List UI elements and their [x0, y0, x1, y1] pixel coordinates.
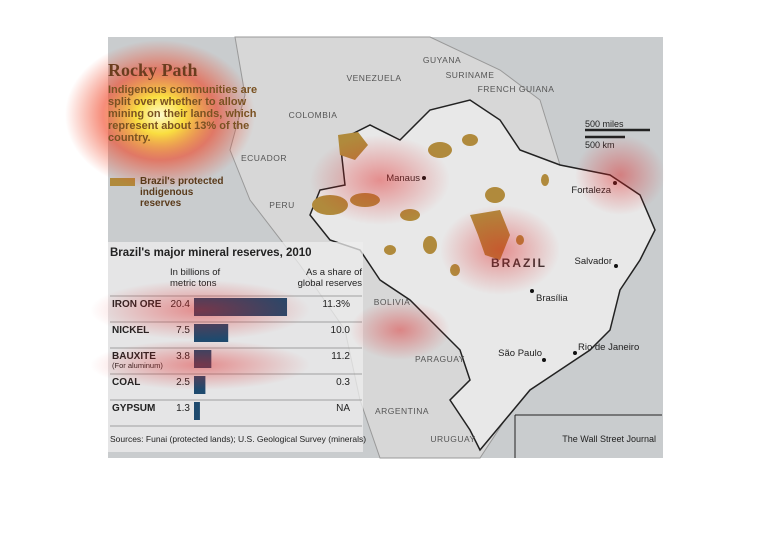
city-dot — [530, 289, 534, 293]
row-share: 10.0 — [331, 325, 351, 336]
city-label: Brasília — [536, 293, 568, 304]
city-dot — [614, 264, 618, 268]
country-label: PERU — [269, 200, 295, 210]
heat-spot — [90, 280, 310, 340]
heat-spot — [90, 340, 310, 390]
country-label: URUGUAY — [430, 434, 475, 444]
heat-spot — [350, 300, 450, 360]
country-label: ARGENTINA — [375, 406, 429, 416]
city-label: Salvador — [575, 256, 613, 267]
heat-spot — [65, 40, 255, 190]
country-label: PARAGUAY — [415, 354, 465, 364]
row-value: 1.3 — [176, 403, 190, 414]
city-dot — [573, 351, 577, 355]
country-label: ECUADOR — [241, 153, 287, 163]
source: Sources: Funai (protected lands); U.S. G… — [110, 434, 366, 444]
column-header: As a share of global reserves — [298, 267, 363, 289]
city-dot — [542, 358, 546, 362]
city-label: São Paulo — [498, 348, 542, 359]
reserve — [423, 236, 437, 254]
country-label: COLOMBIA — [289, 110, 338, 120]
credit: The Wall Street Journal — [562, 434, 656, 444]
table-title: Brazil's major mineral reserves, 2010 — [110, 247, 312, 259]
reserve — [462, 134, 478, 146]
row-name: GYPSUM — [112, 403, 155, 414]
row-share: 11.3% — [322, 299, 350, 310]
country-label: GUYANA — [423, 55, 461, 65]
row-share: NA — [336, 403, 350, 414]
reserve — [541, 174, 549, 186]
title: Rocky Path — [108, 60, 198, 80]
country-label: FRENCH GUIANA — [478, 84, 555, 94]
reserve — [485, 187, 505, 203]
scale-label: 500 miles — [585, 119, 624, 129]
heatmap — [65, 40, 665, 390]
bar — [194, 402, 200, 420]
city-label: Rio de Janeiro — [578, 342, 639, 353]
reserve — [384, 245, 396, 255]
country-label: VENEZUELA — [346, 73, 401, 83]
heat-spot — [575, 135, 665, 215]
row-share: 11.2 — [331, 351, 350, 362]
row-share: 0.3 — [336, 377, 350, 388]
subtitle: Indigenous communities are split over wh… — [108, 84, 258, 144]
heat-spot — [310, 135, 450, 225]
country-label: SURINAME — [446, 70, 495, 80]
legend-label: Brazil's protected indigenous reserves — [140, 176, 224, 209]
heat-spot — [440, 205, 560, 295]
